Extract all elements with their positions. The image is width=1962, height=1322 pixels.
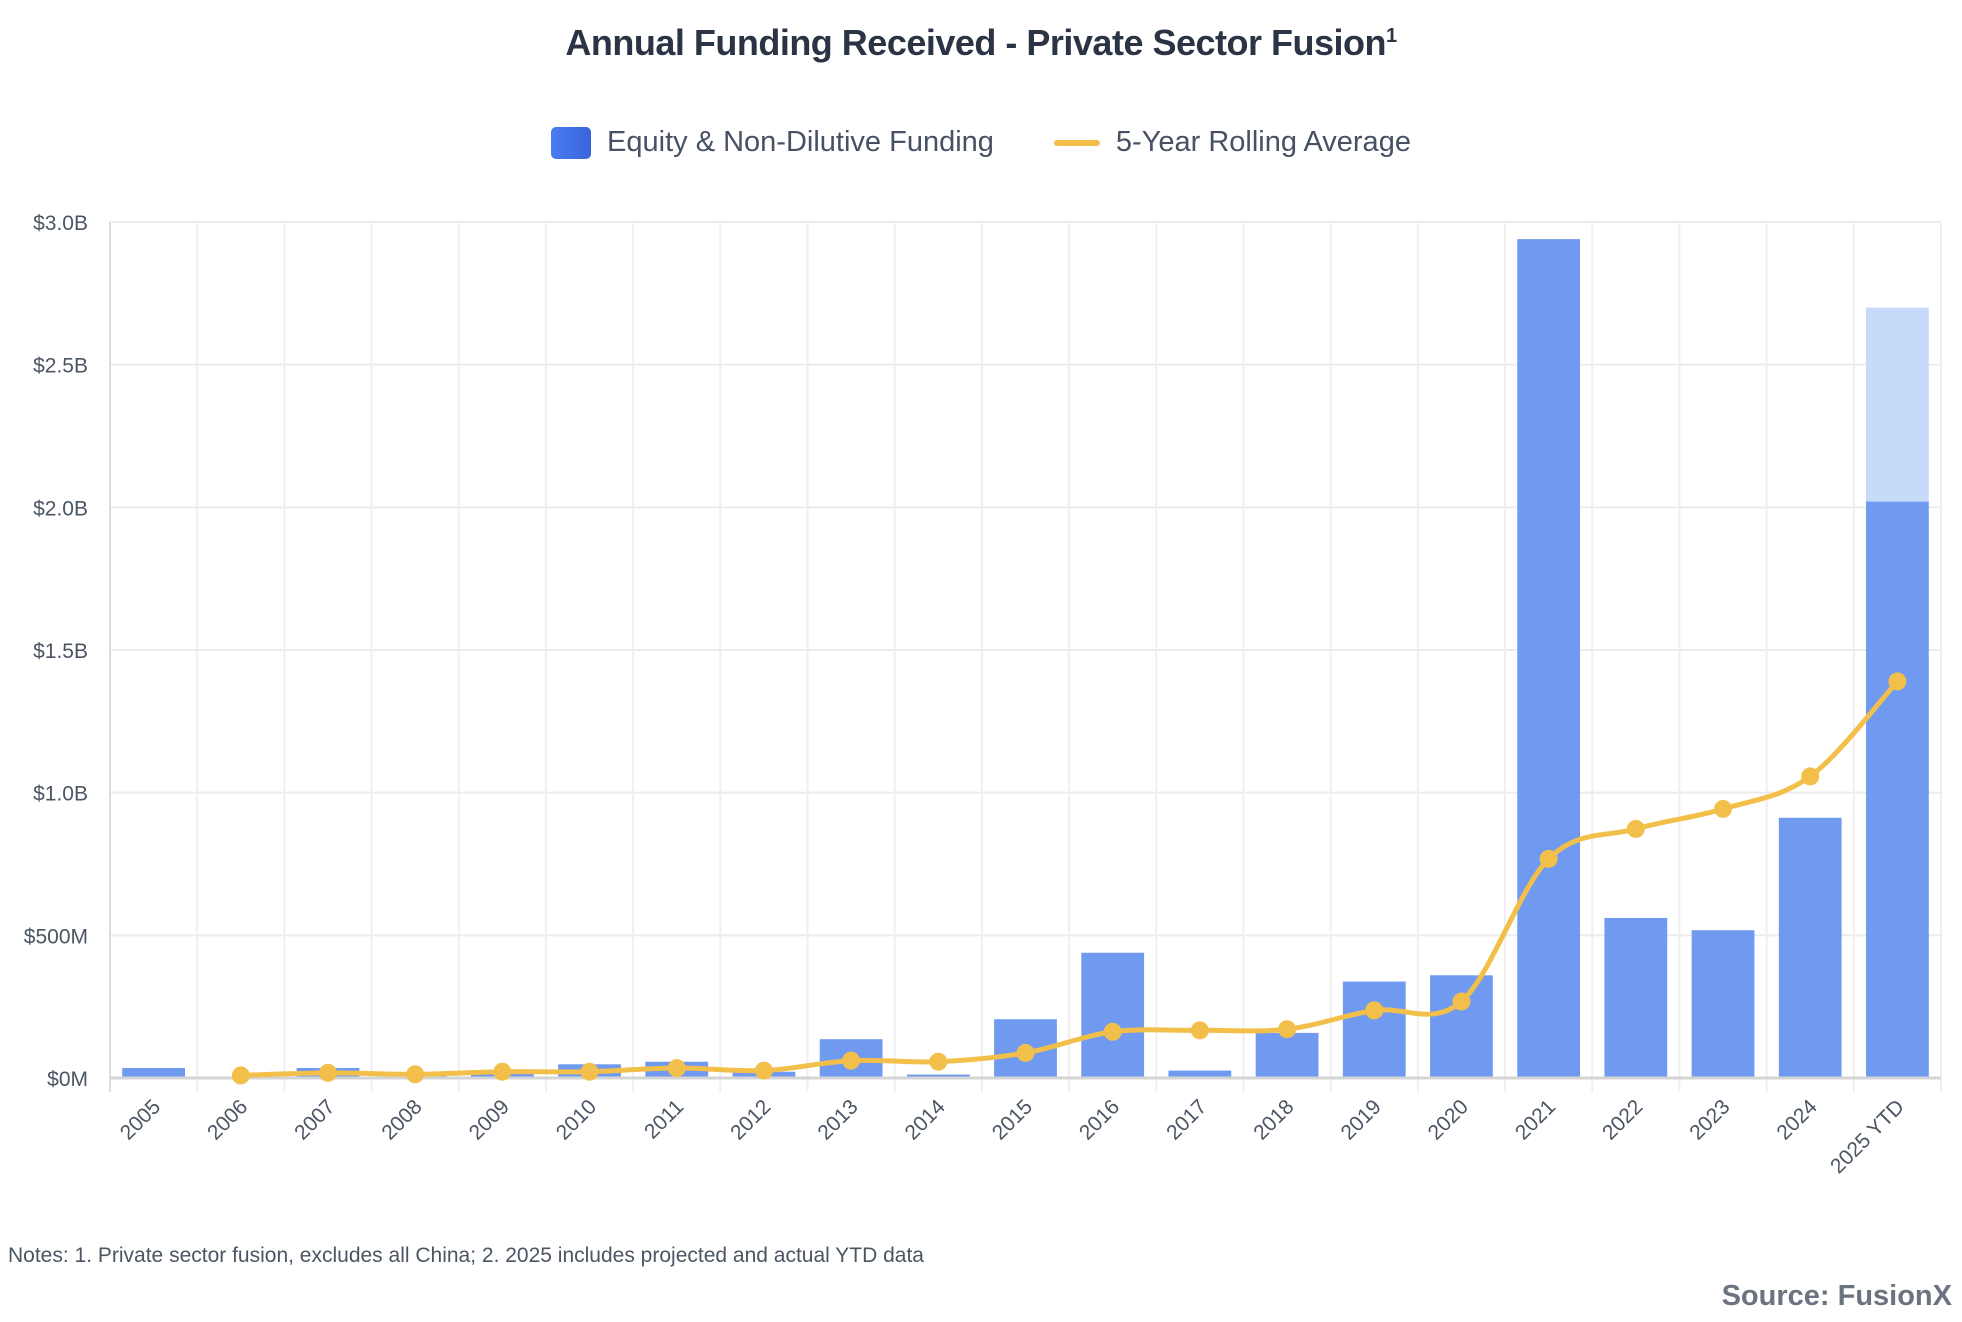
legend-item-rolling-average[interactable]: 5-Year Rolling Average bbox=[1053, 126, 1411, 159]
bar-2021 bbox=[1517, 239, 1581, 1078]
x-tick-label: 2025 YTD bbox=[1826, 1095, 1909, 1178]
x-tick-label: 2019 bbox=[1336, 1095, 1385, 1144]
bar-2020 bbox=[1430, 975, 1493, 1078]
x-tick-label: 2016 bbox=[1075, 1095, 1124, 1144]
legend-bar-swatch-icon bbox=[551, 126, 592, 159]
rolling-average-point bbox=[842, 1051, 861, 1070]
chart-title-text: Annual Funding Received - Private Sector… bbox=[565, 22, 1386, 63]
y-tick-label: $2.5B bbox=[33, 355, 88, 378]
rolling-average-point bbox=[1801, 767, 1820, 786]
rolling-average-point bbox=[1888, 672, 1907, 691]
x-tick-label: 2010 bbox=[552, 1095, 601, 1144]
x-tick-label: 2009 bbox=[465, 1095, 514, 1144]
y-tick-label: $1.0B bbox=[33, 783, 88, 806]
bar-2024 bbox=[1778, 817, 1842, 1078]
rolling-average-point bbox=[1452, 992, 1471, 1011]
rolling-average-point bbox=[318, 1063, 337, 1082]
legend-line-swatch-icon bbox=[1053, 139, 1100, 146]
bar-2019 bbox=[1342, 981, 1406, 1078]
x-tick-label: 2021 bbox=[1511, 1095, 1560, 1144]
x-tick-label: 2020 bbox=[1424, 1095, 1473, 1144]
title-footnote-marker: 1 bbox=[1386, 25, 1397, 47]
source-label: Source: FusionX bbox=[1721, 1280, 1952, 1312]
x-tick-label: 2017 bbox=[1162, 1095, 1211, 1144]
x-tick-label: 2018 bbox=[1249, 1095, 1298, 1144]
bar-2025 YTD bbox=[1866, 501, 1929, 1078]
bar-2023 bbox=[1691, 930, 1755, 1078]
rolling-average-point bbox=[580, 1062, 599, 1081]
x-tick-label: 2015 bbox=[988, 1095, 1037, 1144]
footnotes: Notes: 1. Private sector fusion, exclude… bbox=[8, 1244, 924, 1267]
legend-item-funding[interactable]: Equity & Non-Dilutive Funding bbox=[551, 126, 994, 159]
projected-bar-2025 YTD bbox=[1866, 307, 1929, 502]
y-tick-label: $2.0B bbox=[33, 497, 88, 520]
x-tick-label: 2011 bbox=[640, 1095, 688, 1143]
rolling-average-point bbox=[406, 1065, 425, 1084]
rolling-average-point bbox=[667, 1059, 686, 1078]
x-tick-label: 2024 bbox=[1772, 1095, 1822, 1145]
x-tick-label: 2023 bbox=[1685, 1095, 1734, 1144]
x-tick-label: 2022 bbox=[1598, 1095, 1647, 1144]
bar-2016 bbox=[1081, 952, 1145, 1078]
bar-2014 bbox=[906, 1074, 970, 1078]
bar-2022 bbox=[1604, 917, 1668, 1078]
rolling-average-point bbox=[754, 1061, 773, 1080]
x-tick-label: 2012 bbox=[726, 1095, 775, 1144]
x-tick-label: 2013 bbox=[813, 1095, 862, 1144]
bar-2005 bbox=[122, 1068, 185, 1078]
rolling-average-point bbox=[1626, 819, 1645, 838]
bar-2018 bbox=[1255, 1032, 1319, 1078]
x-tick-label: 2014 bbox=[901, 1095, 951, 1145]
rolling-average-point bbox=[929, 1052, 948, 1071]
rolling-average-point bbox=[1278, 1020, 1297, 1039]
legend: Equity & Non-Dilutive Funding 5-Year Rol… bbox=[0, 126, 1962, 159]
rolling-average-point bbox=[1539, 849, 1558, 868]
rolling-average-point bbox=[231, 1066, 250, 1085]
y-tick-label: $3.0B bbox=[33, 212, 88, 235]
x-tick-label: 2007 bbox=[290, 1095, 339, 1144]
rolling-average-point bbox=[1714, 799, 1733, 818]
y-tick-label: $500M bbox=[24, 925, 88, 948]
rolling-average-point bbox=[1016, 1043, 1035, 1062]
y-tick-label: $0M bbox=[47, 1068, 88, 1091]
rolling-average-point bbox=[1103, 1022, 1122, 1041]
legend-label: 5-Year Rolling Average bbox=[1115, 126, 1411, 158]
bar-2017 bbox=[1168, 1070, 1232, 1078]
x-tick-label: 2005 bbox=[116, 1095, 165, 1144]
y-tick-label: $1.5B bbox=[33, 640, 88, 663]
rolling-average-point bbox=[493, 1062, 512, 1081]
rolling-average-point bbox=[1190, 1021, 1209, 1040]
x-tick-label: 2006 bbox=[203, 1095, 252, 1144]
chart-title: Annual Funding Received - Private Sector… bbox=[0, 22, 1962, 64]
x-tick-label: 2008 bbox=[377, 1095, 426, 1144]
legend-label: Equity & Non-Dilutive Funding bbox=[607, 126, 994, 158]
rolling-average-point bbox=[1365, 1001, 1384, 1020]
